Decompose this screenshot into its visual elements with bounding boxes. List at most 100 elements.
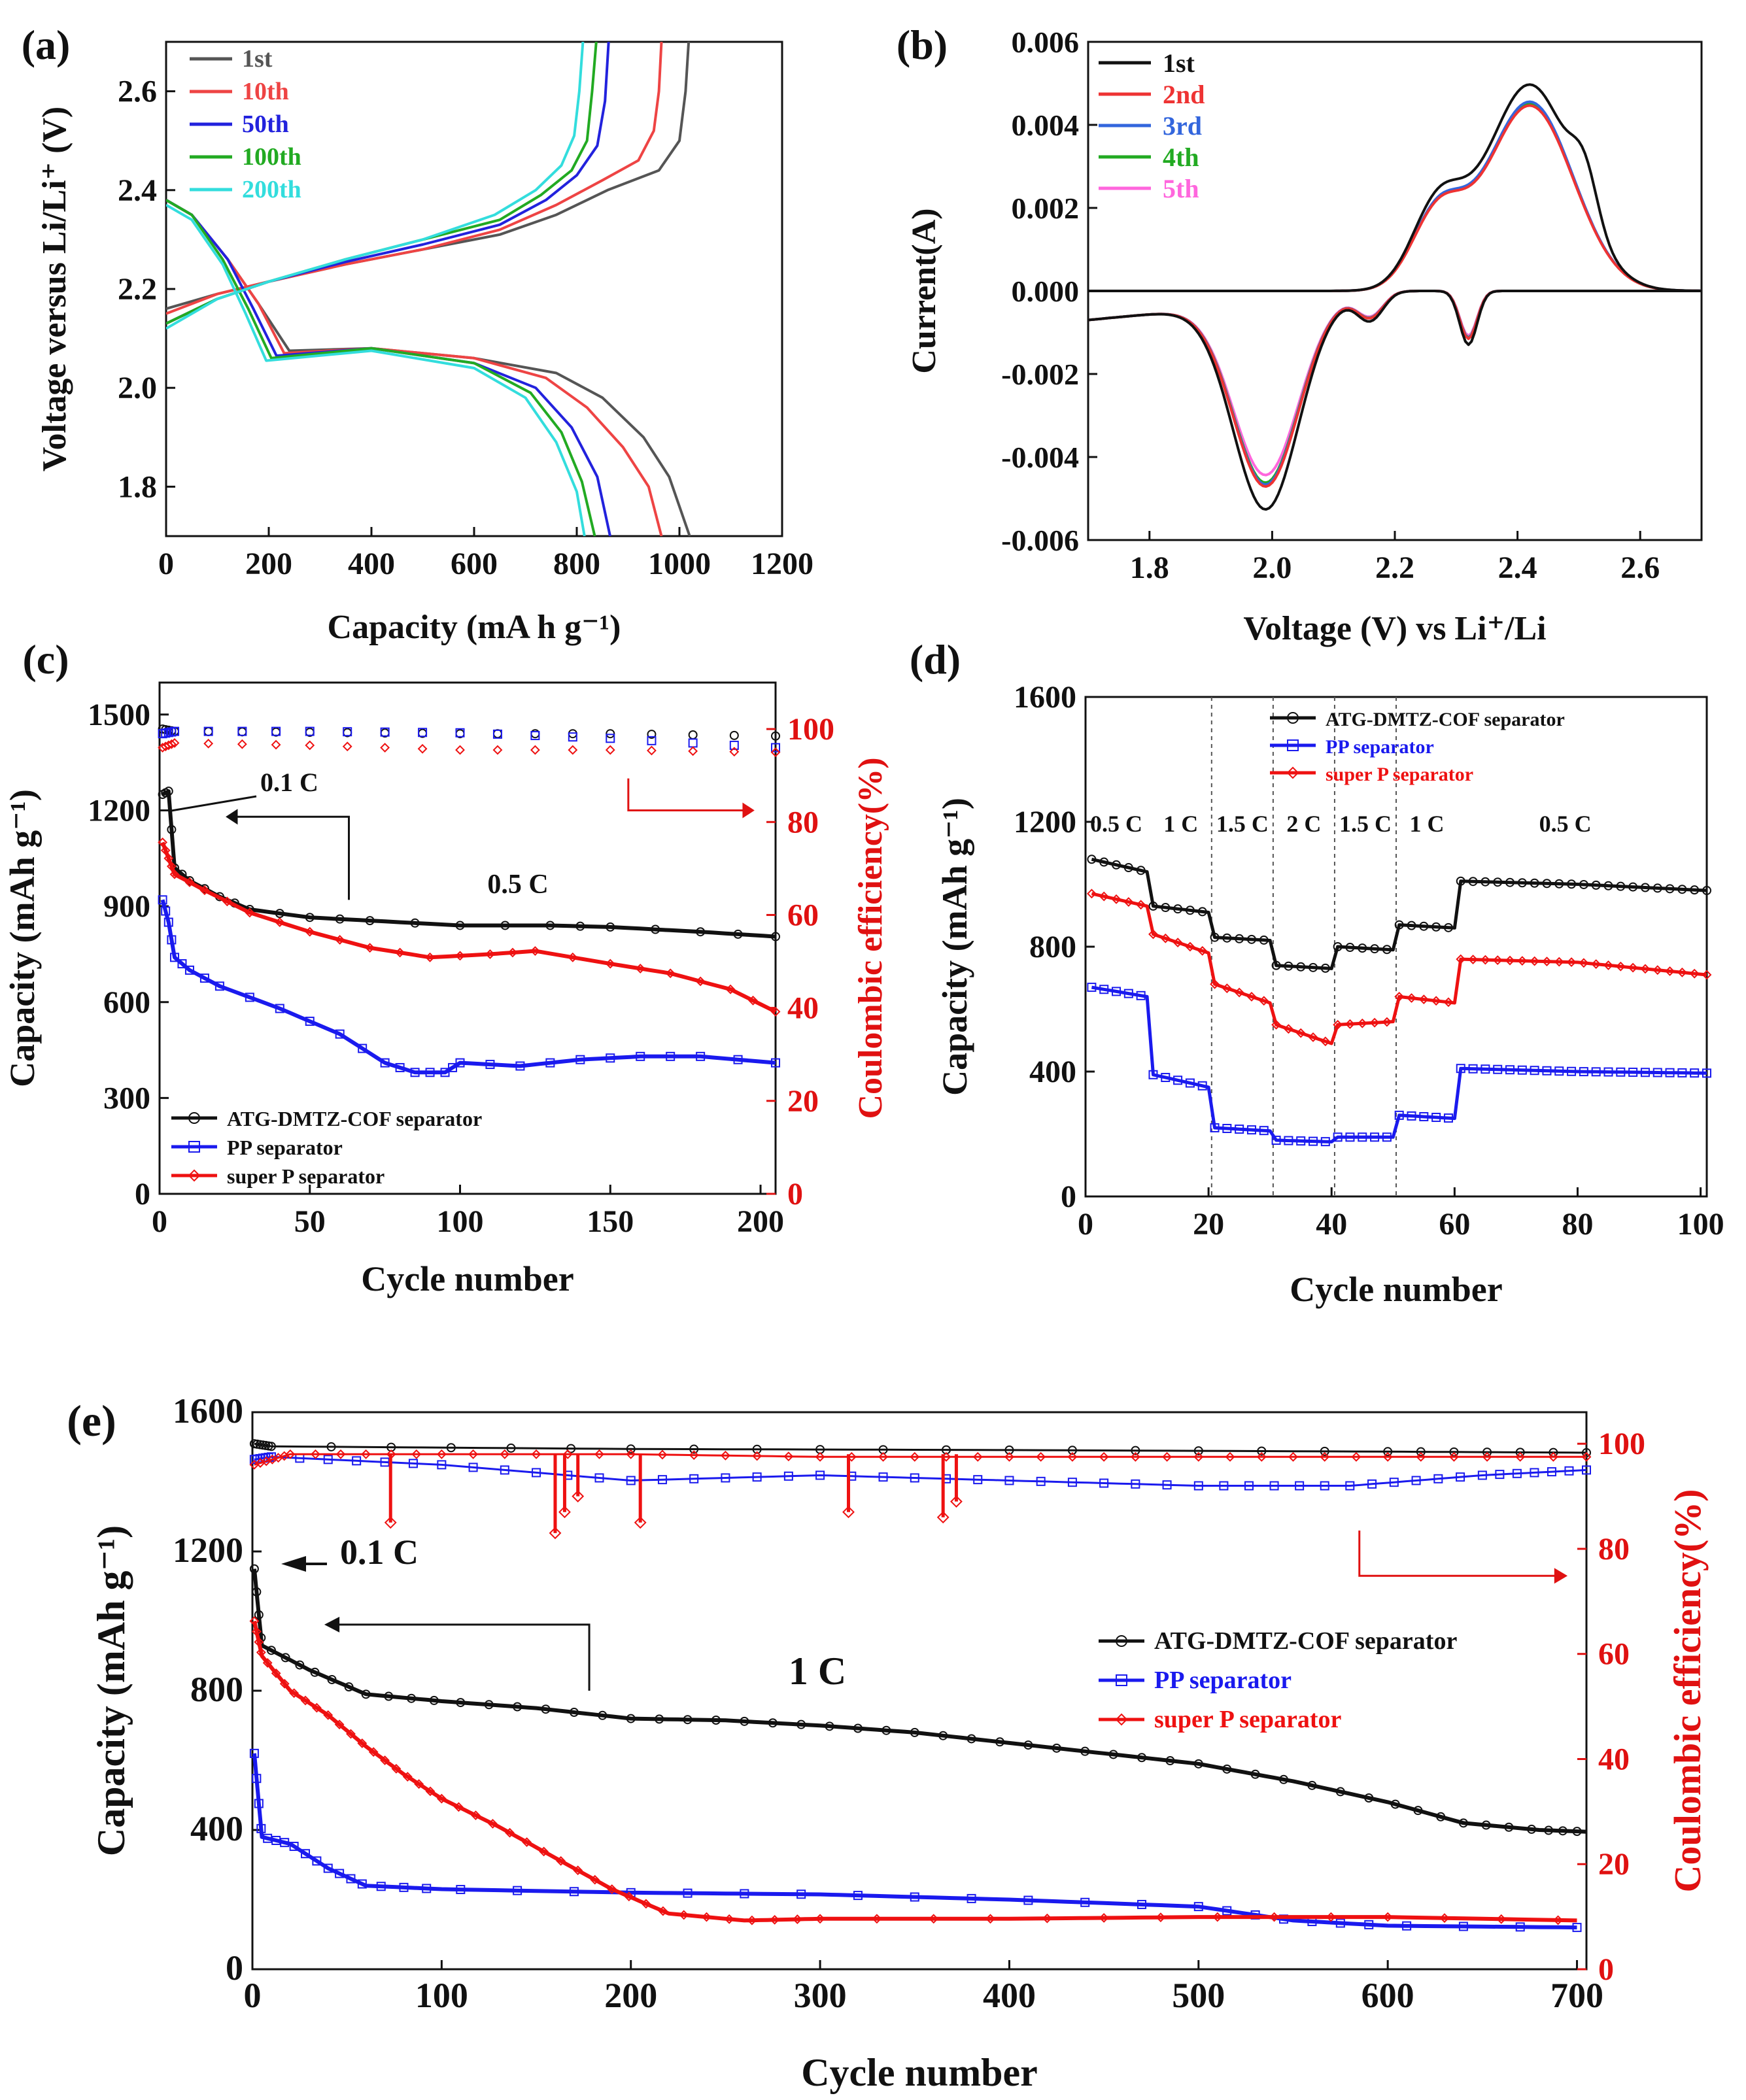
ce-marker bbox=[1295, 1481, 1305, 1491]
capacity-marker bbox=[1382, 1912, 1393, 1922]
axis-xtick-label: 150 bbox=[587, 1204, 634, 1239]
capacity-marker bbox=[1567, 1066, 1577, 1076]
ce-marker bbox=[1351, 1451, 1361, 1462]
legend-marker bbox=[188, 1141, 200, 1153]
capacity-marker bbox=[910, 1892, 919, 1902]
ce-marker bbox=[1036, 1451, 1046, 1462]
capacity-marker bbox=[1382, 1017, 1392, 1027]
capacity-marker bbox=[1155, 1912, 1166, 1923]
capacity-marker bbox=[1309, 962, 1318, 972]
axis-y2tick-label: 60 bbox=[1598, 1637, 1630, 1672]
capacity-marker bbox=[1407, 1111, 1416, 1121]
ce-marker bbox=[1193, 1451, 1204, 1462]
capacity-marker bbox=[1246, 1125, 1256, 1135]
capacity-marker bbox=[711, 1715, 721, 1725]
ce-marker bbox=[1257, 1446, 1267, 1456]
legend-label: 10th bbox=[242, 78, 289, 105]
capacity-marker bbox=[1530, 1066, 1539, 1075]
panel-c: (c)0 50 100 150 2000300600900120015000204060… bbox=[3, 636, 889, 1298]
capacity-marker bbox=[556, 1855, 566, 1866]
capacity-marker bbox=[1099, 891, 1109, 902]
capacity-marker bbox=[275, 917, 285, 927]
ce-marker bbox=[468, 1449, 479, 1459]
ce-marker bbox=[594, 1449, 604, 1459]
capacity-marker bbox=[1296, 962, 1306, 972]
capacity-marker bbox=[1413, 1806, 1423, 1816]
capacity-marker bbox=[312, 1856, 322, 1866]
capacity-marker bbox=[1234, 987, 1244, 998]
axis-xtick-label: 200 bbox=[245, 547, 292, 581]
ce-spike-marker bbox=[549, 1527, 562, 1540]
capacity-marker bbox=[1572, 1827, 1582, 1837]
capacity-marker bbox=[484, 1700, 494, 1710]
ce-marker bbox=[1067, 1451, 1078, 1462]
axis-y2tick-label: 20 bbox=[787, 1084, 819, 1119]
capacity-marker bbox=[1652, 1068, 1662, 1077]
ce-marker bbox=[606, 734, 615, 743]
capacity-marker bbox=[1370, 944, 1380, 954]
ce-marker bbox=[408, 1459, 418, 1468]
capacity-marker bbox=[184, 877, 195, 887]
axis-xtick-label: 2.2 bbox=[1375, 550, 1414, 585]
ce-marker bbox=[530, 731, 540, 741]
capacity-marker bbox=[1394, 1110, 1404, 1120]
capacity-marker bbox=[1246, 991, 1257, 1002]
capacity-marker bbox=[252, 1587, 262, 1597]
ce-marker bbox=[436, 1449, 447, 1459]
capacity-marker bbox=[655, 1714, 664, 1724]
capacity-marker bbox=[323, 1863, 333, 1873]
ce-marker bbox=[657, 1449, 668, 1460]
capacity-marker bbox=[1382, 945, 1392, 955]
capacity-marker bbox=[725, 984, 736, 994]
capacity-marker bbox=[1616, 881, 1626, 891]
ce-marker bbox=[729, 747, 740, 757]
axis-y2tick-label: 40 bbox=[787, 991, 819, 1026]
axis-ytick-label: 300 bbox=[103, 1081, 150, 1115]
ce-marker bbox=[1225, 1451, 1235, 1462]
capacity-marker bbox=[1193, 1759, 1203, 1769]
capacity-marker bbox=[1212, 1912, 1223, 1922]
capacity-marker bbox=[575, 1055, 585, 1064]
capacity-marker bbox=[1505, 955, 1515, 966]
capacity-marker bbox=[169, 953, 179, 962]
capacity-marker bbox=[1099, 857, 1109, 867]
panel-e: (e)0 100 200 300 400 500 600 700040080012001600… bbox=[67, 1391, 1709, 2094]
left-axis-arrow bbox=[234, 815, 350, 900]
capacity-marker bbox=[641, 1899, 651, 1909]
capacity-marker bbox=[1431, 1113, 1441, 1123]
capacity-marker bbox=[515, 1061, 525, 1071]
ce-marker bbox=[752, 1472, 762, 1482]
capacity-marker bbox=[1402, 1921, 1412, 1931]
capacity-marker bbox=[279, 1678, 290, 1689]
capacity-marker bbox=[1185, 1078, 1195, 1088]
capacity-marker bbox=[357, 1879, 367, 1889]
ce-marker bbox=[910, 1473, 919, 1483]
y-axis-title: Capacity (mAh g⁻¹) bbox=[3, 789, 42, 1087]
ce-marker bbox=[771, 731, 780, 741]
capacity-marker bbox=[380, 1058, 390, 1068]
axis-ytick-label: 1200 bbox=[1014, 805, 1076, 839]
cv-oxidation-curve bbox=[1088, 83, 1702, 292]
x-axis-title: Voltage (V) vs Li⁺/Li bbox=[1243, 610, 1546, 647]
capacity-marker bbox=[1527, 1824, 1537, 1834]
ce-spike-marker bbox=[950, 1495, 963, 1508]
ce-marker bbox=[1099, 1478, 1109, 1488]
capacity-marker bbox=[696, 927, 706, 937]
ce-marker bbox=[1495, 1470, 1505, 1480]
capacity-marker bbox=[1542, 957, 1552, 967]
capacity-marker bbox=[665, 968, 676, 979]
axis-ytick-label: 0.000 bbox=[1012, 275, 1080, 308]
capacity-marker bbox=[1222, 983, 1232, 994]
y-axis-title: Capacity (mAh g⁻¹) bbox=[90, 1525, 133, 1856]
capacity-marker bbox=[1370, 1132, 1380, 1142]
axis-y2tick-label: 80 bbox=[787, 805, 819, 839]
ce-marker bbox=[688, 738, 698, 748]
capacity-marker bbox=[166, 861, 177, 872]
capacity-marker bbox=[1702, 886, 1711, 896]
legend-label: ATG-DMTZ-COF separator bbox=[1326, 709, 1565, 730]
capacity-marker bbox=[724, 1914, 734, 1924]
capacity-marker bbox=[771, 1058, 780, 1068]
capacity-marker bbox=[1544, 1825, 1554, 1835]
ce-marker bbox=[1036, 1476, 1046, 1486]
